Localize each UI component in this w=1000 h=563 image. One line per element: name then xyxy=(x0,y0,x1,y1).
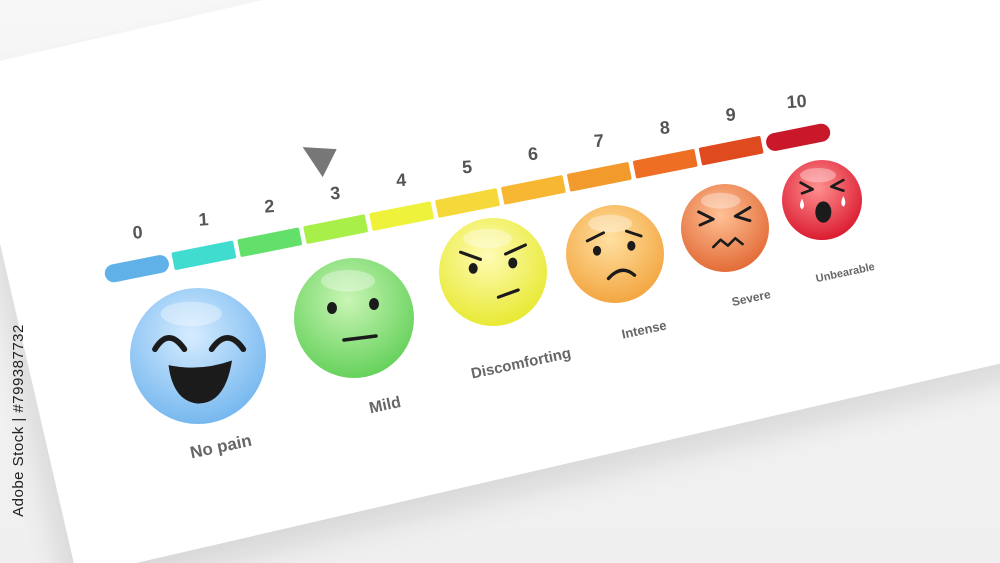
scale-number-10: 10 xyxy=(786,91,807,112)
face-label: Intense xyxy=(620,318,668,342)
face-label: Severe xyxy=(730,287,772,309)
scale-number-9: 9 xyxy=(725,104,736,125)
face-label: Discomforting xyxy=(470,345,573,383)
face-unbearable: Unbearable xyxy=(782,160,876,285)
scale-segment-9 xyxy=(698,135,764,166)
scale-number-7: 7 xyxy=(593,131,604,152)
scale-numbers: 0 1 2 3 4 5 6 7 8 9 10 xyxy=(132,91,807,243)
scale-segment-5 xyxy=(435,188,500,218)
scale-number-1: 1 xyxy=(198,209,209,230)
scale-segment-10 xyxy=(766,123,831,151)
squinting-face-icon xyxy=(681,184,769,272)
watermark-text: Adobe Stock | #799387732 xyxy=(10,324,27,517)
scale-number-4: 4 xyxy=(395,170,406,191)
pointer-triangle-icon xyxy=(302,147,337,178)
face-no-pain: No pain xyxy=(130,288,266,462)
face-severe: Severe xyxy=(681,184,772,309)
scale-segment-7 xyxy=(567,162,632,192)
face-label: No pain xyxy=(188,431,253,463)
scale-segment-4 xyxy=(369,201,434,231)
scale-number-6: 6 xyxy=(527,144,538,165)
scale-number-5: 5 xyxy=(461,157,472,178)
scale-segment-0 xyxy=(104,255,169,283)
scale-segment-8 xyxy=(632,149,698,179)
worried-face-icon xyxy=(566,205,664,303)
scale-segment-6 xyxy=(501,175,566,205)
scale-pointer xyxy=(302,147,337,178)
neutral-face-icon xyxy=(294,258,414,378)
face-label: Unbearable xyxy=(815,261,876,285)
scale-segment-1 xyxy=(171,240,237,271)
face-intense: Intense xyxy=(566,205,668,342)
crying-face-icon xyxy=(782,160,862,240)
face-discomforting: Discomforting xyxy=(439,218,573,382)
scale-number-2: 2 xyxy=(264,196,275,217)
face-mild: Mild xyxy=(294,258,414,417)
scale-number-3: 3 xyxy=(330,183,341,204)
face-label: Mild xyxy=(368,394,403,417)
watermark-brand: Adobe Stock | xyxy=(9,416,27,517)
side-watermark: Adobe Stock | #799387732 xyxy=(6,320,30,520)
scale-number-0: 0 xyxy=(132,222,143,243)
watermark-stock-id: #799387732 xyxy=(9,323,27,413)
laughing-face-icon xyxy=(130,288,266,424)
annoyed-face-icon xyxy=(439,218,547,326)
faces-row: No pain Mild Discomforting Intense Severe Unb… xyxy=(130,160,876,462)
scale-segment-2 xyxy=(237,227,303,257)
scale-segment-3 xyxy=(303,214,368,244)
scale-number-8: 8 xyxy=(659,117,670,138)
scale-bar xyxy=(104,123,831,283)
